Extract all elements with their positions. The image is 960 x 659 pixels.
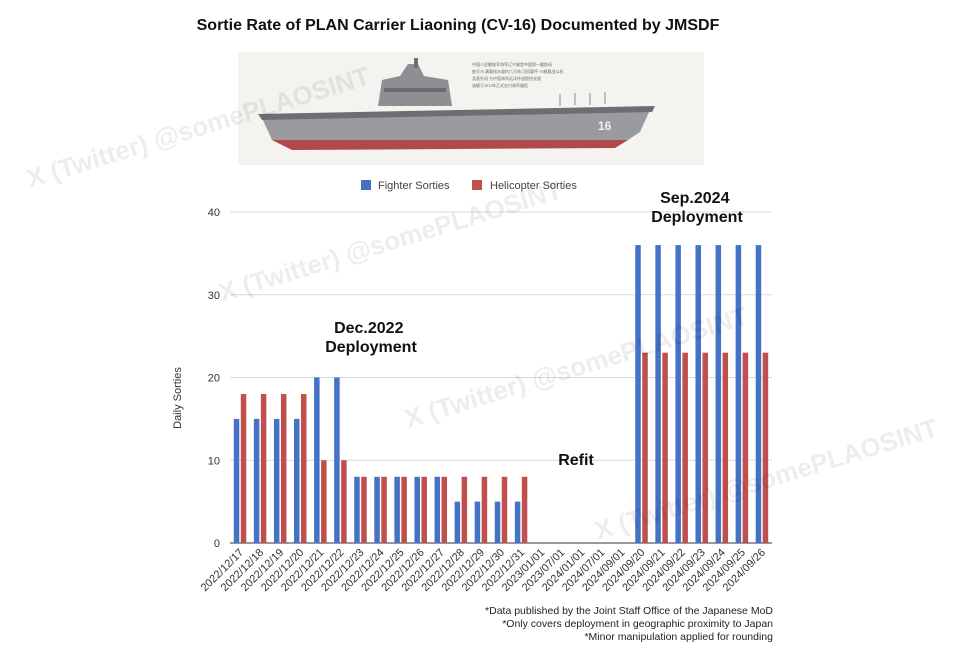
bar-fighter-2022-12-18 [253,418,260,543]
bar-helicopter-2022-12-19 [280,394,287,543]
annotation-dec-2022-line-2: Deployment [325,339,417,356]
bar-helicopter-2022-12-24 [381,476,387,543]
bar-fighter-2024-09-24 [715,245,722,543]
bar-helicopter-2022-12-21 [321,460,327,543]
island-deck-line [384,88,446,92]
island-superstructure [378,64,452,106]
ship-hull-upper [262,110,650,144]
bar-fighter-2022-12-29 [474,501,481,543]
bar-fighter-2024-09-23 [695,245,701,543]
bar-helicopter-2022-12-17 [240,394,247,543]
bar-helicopter-2022-12-20 [301,394,307,543]
bar-helicopter-2022-12-30 [501,476,508,543]
annotation-sep-2024: Sep.2024 Deployment [651,190,743,226]
bar-helicopter-2024-09-21 [662,352,668,543]
bar-fighter-2022-12-31 [514,501,521,543]
bar-fighter-2022-12-23 [354,476,360,543]
watermark-2: X (Twitter) @somePLAOSINT [215,175,565,308]
bar-helicopter-2024-09-26 [762,352,769,543]
y-axis-ticks: 0 10 20 30 40 [208,207,220,550]
bar-helicopter-2024-09-24 [722,352,729,543]
bar-helicopter-2022-12-25 [401,476,407,543]
bars [233,245,769,543]
note-source: *Data published by the Joint Staff Offic… [485,605,773,617]
ship-caption-line: 该舰于2012年正式交付海军服役 [472,82,528,88]
y-tick-label: 40 [208,207,220,219]
note-coverage: *Only covers deployment in geographic pr… [502,618,773,630]
ship-hull-waterline [272,140,628,150]
legend: Fighter Sorties Helicopter Sorties [361,180,577,192]
bar-fighter-2022-12-26 [414,476,420,543]
bar-fighter-2024-09-22 [675,245,681,543]
annotation-dec-2022-line-1: Dec.2022 [334,320,403,337]
legend-label-helicopter: Helicopter Sorties [490,180,577,192]
bar-helicopter-2022-12-23 [361,476,367,543]
note-rounding: *Minor manipulation applied for rounding [584,631,773,643]
gridlines [230,211,772,544]
bar-helicopter-2024-09-20 [642,352,648,543]
annotation-refit-line-1: Refit [558,452,594,469]
bar-helicopter-2022-12-18 [260,394,267,543]
bar-fighter-2022-12-21 [314,377,320,543]
annotation-refit: Refit [558,452,594,469]
ship-caption-line: 中国人民解放军海军辽宁舰是中国第一艘航母 [472,61,552,67]
bar-helicopter-2022-12-29 [481,476,488,543]
legend-label-fighter: Fighter Sorties [378,180,450,192]
bar-fighter-2022-12-22 [334,377,340,543]
bar-fighter-2024-09-26 [755,245,762,543]
bar-fighter-2022-12-24 [374,476,380,543]
y-tick-label: 0 [214,538,220,550]
legend-swatch-helicopter [472,180,482,190]
bar-fighter-2022-12-19 [273,418,280,543]
y-tick-label: 30 [208,290,220,302]
ship-caption-line: 及直升机 为中国海军远洋作战提供支援 [472,75,541,81]
bar-helicopter-2024-09-25 [742,352,749,543]
hull-number: 16 [598,119,612,133]
bar-fighter-2022-12-25 [394,476,400,543]
annotation-dec-2022: Dec.2022 Deployment [325,320,417,356]
bar-fighter-2022-12-28 [454,501,461,543]
bar-helicopter-2022-12-27 [441,476,448,543]
ship-caption-line: 舷号16 满载排水量约六万吨 可搭载歼-15舰载战斗机 [472,68,563,74]
annotation-sep-2024-line-2: Deployment [651,209,743,226]
bar-helicopter-2024-09-22 [682,352,688,543]
bar-fighter-2022-12-27 [434,476,441,543]
chart-title: Sortie Rate of PLAN Carrier Liaoning (CV… [197,17,720,34]
legend-swatch-fighter [361,180,371,190]
y-axis-label: Daily Sorties [172,367,184,429]
bar-fighter-2022-12-20 [294,418,300,543]
bar-fighter-2022-12-30 [494,501,501,543]
bar-helicopter-2022-12-22 [341,460,347,543]
bar-helicopter-2024-09-23 [702,352,708,543]
bar-helicopter-2022-12-26 [421,476,427,543]
bar-helicopter-2022-12-31 [521,476,528,543]
x-axis-ticks: 2022/12/172022/12/182022/12/192022/12/20… [199,547,768,594]
y-tick-label: 10 [208,455,220,467]
y-tick-label: 20 [208,373,220,385]
flight-deck [258,106,655,120]
bar-helicopter-2022-12-28 [461,476,468,543]
mast [414,58,418,68]
bar-fighter-2024-09-20 [635,245,641,543]
annotation-sep-2024-line-1: Sep.2024 [660,190,729,207]
bar-fighter-2024-09-21 [655,245,661,543]
bar-fighter-2024-09-25 [735,245,742,543]
bar-fighter-2022-12-17 [233,418,240,543]
